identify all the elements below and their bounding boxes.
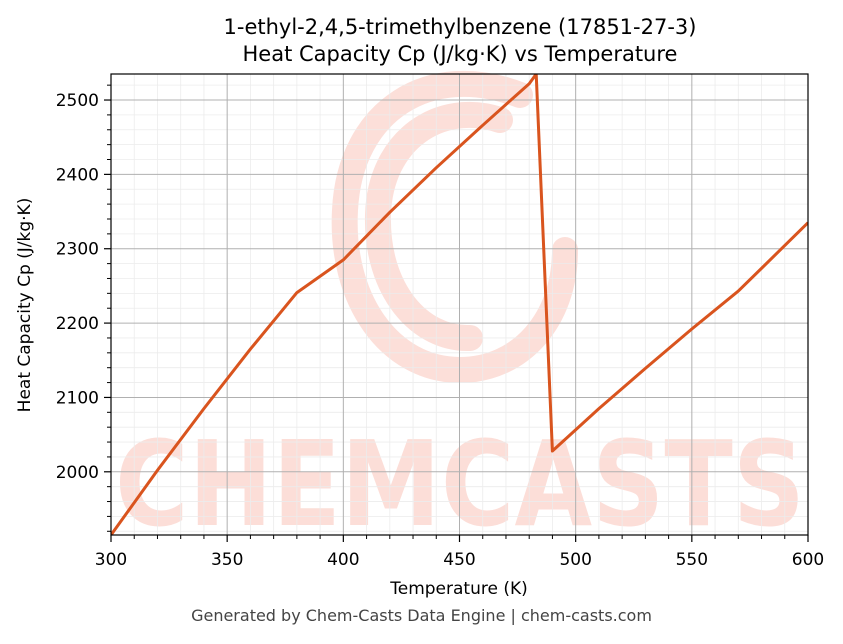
chart: 1-ethyl-2,4,5-trimethylbenzene (17851-27… — [15, 15, 824, 599]
y-tick-label-2400: 2400 — [56, 165, 99, 185]
footer-credit: Generated by Chem-Casts Data Engine | ch… — [191, 606, 652, 625]
x-tick-label-400: 400 — [327, 550, 359, 570]
x-axis-ticks: 300 350 400 450 500 550 600 — [95, 535, 824, 570]
y-tick-label-2300: 2300 — [56, 240, 99, 260]
y-tick-label-2000: 2000 — [56, 463, 99, 483]
x-tick-label-450: 450 — [443, 550, 475, 570]
y-axis-label: Heat Capacity Cp (J/kg·K) — [15, 198, 35, 413]
series-line-cp — [111, 74, 808, 535]
y-tick-label-2500: 2500 — [56, 91, 99, 111]
x-axis-label: Temperature (K) — [389, 579, 528, 599]
chart-title-line-2: Heat Capacity Cp (J/kg·K) vs Temperature — [243, 42, 678, 66]
watermark-logo-swirl — [331, 70, 578, 384]
chart-title-line-1: 1-ethyl-2,4,5-trimethylbenzene (17851-27… — [224, 15, 697, 39]
x-tick-label-300: 300 — [95, 550, 127, 570]
y-axis-ticks: 2000 2100 2200 2300 2400 2500 — [56, 84, 111, 532]
plot-frame — [110, 73, 809, 536]
y-tick-label-2200: 2200 — [56, 314, 99, 334]
y-tick-label-2100: 2100 — [56, 388, 99, 408]
x-tick-label-350: 350 — [211, 550, 243, 570]
x-tick-label-550: 550 — [676, 550, 708, 570]
x-tick-label-500: 500 — [559, 550, 591, 570]
x-tick-label-600: 600 — [792, 550, 824, 570]
